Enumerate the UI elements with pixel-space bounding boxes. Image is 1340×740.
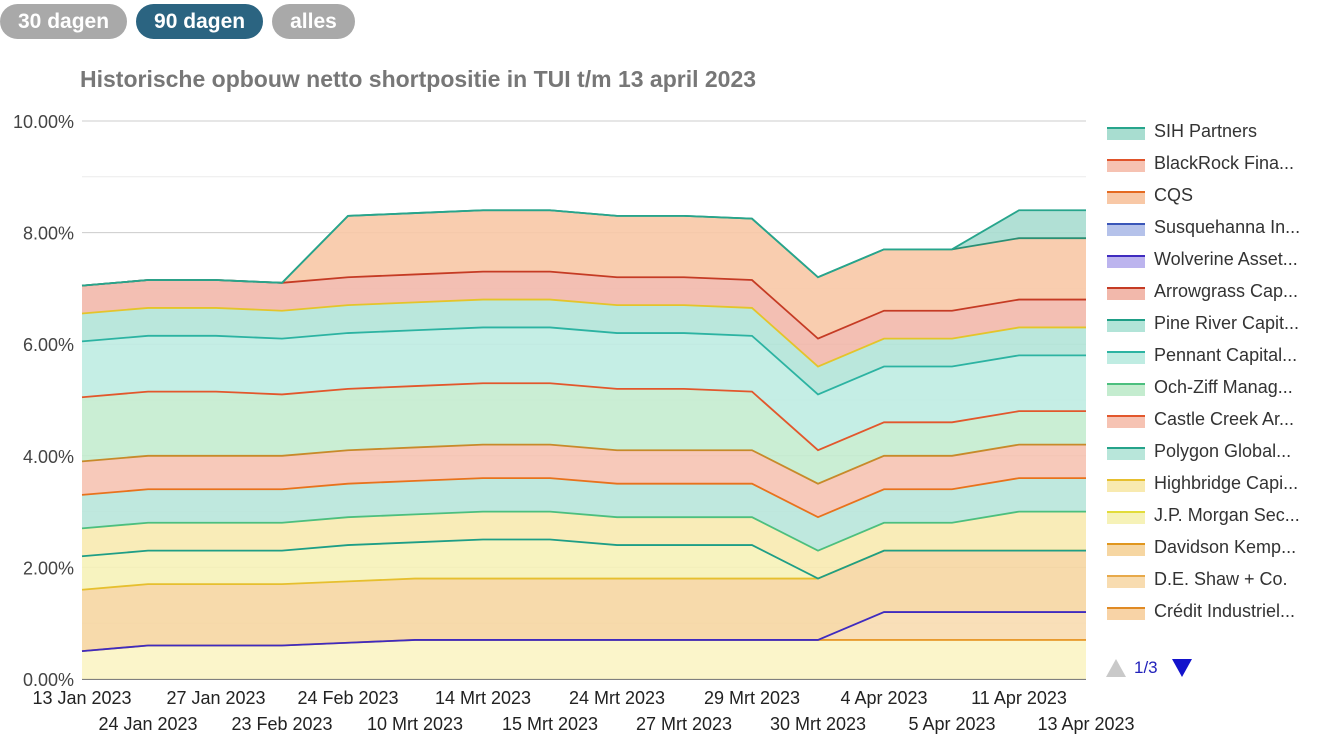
legend-label: Davidson Kemp... — [1154, 537, 1296, 557]
legend-label: SIH Partners — [1154, 121, 1257, 141]
area-3 — [82, 550, 1086, 652]
y-tick-label: 8.00% — [23, 224, 74, 244]
x-tick-label: 13 Apr 2023 — [1037, 714, 1134, 734]
legend-label: J.P. Morgan Sec... — [1154, 505, 1300, 525]
area-4 — [82, 539, 1086, 590]
x-tick-label: 14 Mrt 2023 — [435, 688, 531, 708]
chart-title: Historische opbouw netto shortpositie in… — [80, 66, 756, 92]
legend-swatch — [1107, 576, 1145, 588]
period-tabs: 30 dagen 90 dagen alles — [0, 4, 355, 39]
x-tick-label: 4 Apr 2023 — [840, 688, 927, 708]
legend-label: Och-Ziff Manag... — [1154, 377, 1293, 397]
series-line-8 — [81, 382, 1086, 452]
x-tick-label: 24 Feb 2023 — [297, 688, 398, 708]
legend-swatch — [1107, 512, 1145, 524]
tab-30-dagen[interactable]: 30 dagen — [0, 4, 128, 39]
legend-swatch — [1107, 128, 1145, 140]
series-line-7 — [81, 443, 1086, 485]
area-8 — [82, 383, 1086, 484]
x-tick-label: 30 Mrt 2023 — [770, 714, 866, 734]
legend-page-label: 1/3 — [1134, 658, 1158, 677]
legend-page-down-icon[interactable] — [1171, 659, 1192, 677]
legend-swatch — [1107, 320, 1145, 332]
series-line-13 — [81, 209, 1086, 287]
legend-label: D.E. Shaw + Co. — [1154, 569, 1288, 589]
y-tick-label: 10.00% — [13, 112, 74, 132]
y-tick-label: 0.00% — [23, 670, 74, 690]
x-tick-label: 24 Mrt 2023 — [569, 688, 665, 708]
legend-label: Pine River Capit... — [1154, 313, 1299, 333]
x-tick-label: 29 Mrt 2023 — [704, 688, 800, 708]
legend-page-up-icon[interactable] — [1106, 659, 1126, 677]
x-tick-label: 5 Apr 2023 — [908, 714, 995, 734]
area-2 — [82, 612, 1086, 652]
legend-swatch — [1107, 544, 1145, 556]
legend-swatch — [1107, 608, 1145, 620]
y-tick-label: 6.00% — [23, 335, 74, 355]
legend-swatch — [1107, 416, 1145, 428]
legend-label: Castle Creek Ar... — [1154, 409, 1294, 429]
legend-label: CQS — [1154, 185, 1193, 205]
legend-label: Highbridge Capi... — [1154, 473, 1298, 493]
legend-swatch — [1107, 224, 1145, 236]
x-tick-label: 27 Mrt 2023 — [636, 714, 732, 734]
area-10 — [82, 299, 1086, 395]
legend-label: BlackRock Fina... — [1154, 153, 1294, 173]
y-tick-label: 2.00% — [23, 558, 74, 578]
series-line-5 — [81, 510, 1086, 552]
series-line-2 — [81, 611, 1086, 652]
area-1 — [82, 639, 1086, 679]
legend-swatch — [1107, 192, 1145, 204]
legend-label: Wolverine Asset... — [1154, 249, 1298, 269]
x-tick-label: 13 Jan 2023 — [32, 688, 131, 708]
x-tick-label: 11 Apr 2023 — [971, 688, 1067, 708]
legend-pager: 1/3 — [1106, 658, 1192, 678]
legend-swatch — [1107, 384, 1145, 396]
series-line-10 — [81, 298, 1086, 368]
legend-swatch — [1107, 448, 1145, 460]
series-line-9 — [81, 326, 1086, 396]
legend-swatch — [1107, 480, 1145, 492]
legend-label: Susquehanna In... — [1154, 217, 1300, 237]
y-tick-label: 4.00% — [23, 447, 74, 467]
tab-90-dagen[interactable]: 90 dagen — [136, 4, 264, 39]
x-tick-label: 23 Feb 2023 — [231, 714, 332, 734]
legend-swatch — [1107, 288, 1145, 300]
tab-alles[interactable]: alles — [272, 4, 355, 39]
area-9 — [82, 327, 1086, 451]
legend-label: Polygon Global... — [1154, 441, 1291, 461]
x-tick-label: 15 Mrt 2023 — [502, 714, 598, 734]
x-tick-label: 27 Jan 2023 — [166, 688, 265, 708]
legend-swatch — [1107, 256, 1145, 268]
legend-swatch — [1107, 352, 1145, 364]
legend-label: Pennant Capital... — [1154, 345, 1297, 365]
legend-swatch — [1107, 160, 1145, 172]
x-tick-label: 10 Mrt 2023 — [367, 714, 463, 734]
legend-label: Crédit Industriel... — [1154, 601, 1295, 621]
area-11 — [82, 271, 1086, 367]
x-tick-label: 24 Jan 2023 — [98, 714, 197, 734]
series-line-6 — [81, 477, 1086, 519]
legend-label: Arrowgrass Cap... — [1154, 281, 1298, 301]
area-5 — [82, 511, 1086, 579]
series-line-4 — [81, 538, 1086, 580]
